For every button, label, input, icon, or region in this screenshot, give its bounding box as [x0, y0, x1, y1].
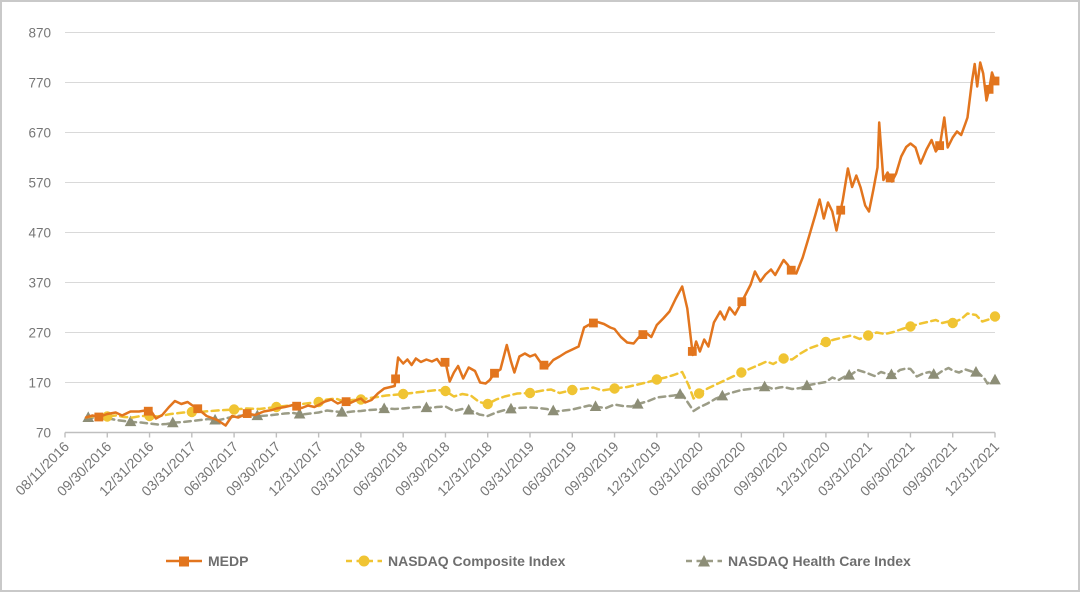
marker-circle — [862, 330, 874, 341]
marker-triangle — [378, 402, 390, 414]
marker-triangle — [716, 389, 729, 401]
legend-label-medp: MEDP — [208, 553, 249, 569]
marker-square — [885, 173, 895, 183]
marker-circle — [778, 353, 789, 364]
y-tick-label: 170 — [28, 376, 51, 391]
nasdaq-composite-line-marker-icon — [346, 555, 382, 567]
marker-triangle — [843, 368, 855, 380]
marker-square — [490, 368, 499, 378]
series-nasdaq-composite-index — [84, 311, 1001, 422]
legend-item-nasdaq-composite: NASDAQ Composite Index — [345, 549, 565, 573]
marker-square — [292, 401, 302, 411]
legend-marker-shape — [358, 555, 370, 567]
marker-square — [687, 347, 697, 356]
marker-square — [737, 297, 747, 307]
series-line — [84, 312, 997, 419]
marker-circle — [820, 336, 832, 348]
marker-square — [440, 357, 450, 367]
marker-circle — [651, 374, 663, 385]
y-tick-label: 870 — [28, 26, 51, 41]
marker-square — [638, 330, 648, 339]
y-tick-label: 570 — [28, 176, 51, 191]
y-tick-label: 270 — [28, 326, 51, 341]
marker-triangle — [293, 407, 306, 419]
marker-triangle — [989, 373, 1001, 385]
marker-triangle — [420, 401, 433, 413]
marker-square — [94, 412, 104, 422]
marker-square — [935, 141, 945, 151]
y-tick-label: 370 — [28, 276, 51, 291]
marker-triangle — [547, 404, 560, 416]
marker-triangle — [505, 402, 517, 414]
marker-square — [990, 76, 1000, 86]
marker-circle — [524, 387, 536, 399]
chart-legend: MEDP NASDAQ Composite Index NASDAQ Healt… — [2, 549, 1078, 579]
series-line — [84, 366, 997, 426]
nasdaq-health-care-line-marker-icon — [686, 555, 722, 567]
marker-triangle — [674, 388, 686, 399]
marker-circle — [567, 384, 578, 396]
marker-circle — [736, 367, 747, 378]
medp-line-marker-icon — [166, 556, 202, 567]
marker-circle — [609, 383, 620, 394]
y-tick-label: 70 — [36, 426, 51, 441]
legend-label-nasdaq-health-care: NASDAQ Health Care Index — [728, 553, 911, 569]
y-tick-label: 670 — [28, 126, 51, 141]
marker-triangle — [927, 368, 940, 379]
legend-marker-shape — [698, 555, 710, 567]
marker-circle — [228, 404, 240, 415]
marker-circle — [947, 317, 958, 329]
marker-square — [984, 84, 994, 94]
marker-triangle — [758, 380, 771, 392]
marker-triangle — [124, 415, 137, 427]
legend-marker-shape — [179, 556, 189, 567]
series-medp — [84, 61, 1000, 427]
marker-triangle — [336, 406, 348, 417]
y-tick-label: 770 — [28, 76, 51, 91]
marker-square — [539, 360, 549, 370]
marker-circle — [482, 398, 493, 410]
marker-triangle — [885, 368, 898, 380]
marker-triangle — [801, 379, 813, 391]
marker-triangle — [970, 365, 982, 377]
series-nasdaq-health-care-index — [82, 365, 1001, 428]
marker-square — [589, 318, 598, 328]
legend-item-nasdaq-health-care: NASDAQ Health Care Index — [685, 549, 911, 573]
y-tick-label: 470 — [28, 226, 51, 241]
marker-square — [836, 205, 846, 215]
marker-circle — [905, 321, 916, 332]
legend-item-medp: MEDP — [165, 549, 248, 573]
marker-square — [391, 374, 400, 384]
marker-triangle — [589, 400, 602, 412]
marker-circle — [397, 388, 409, 400]
marker-square — [786, 265, 796, 275]
marker-square — [242, 409, 252, 418]
marker-square — [143, 406, 153, 416]
marker-square — [341, 397, 351, 407]
marker-triangle — [462, 403, 475, 415]
marker-square — [193, 404, 203, 414]
marker-circle — [693, 388, 705, 399]
marker-triangle — [631, 398, 644, 409]
marker-circle — [989, 311, 1001, 322]
legend-label-nasdaq-composite: NASDAQ Composite Index — [388, 553, 566, 569]
marker-triangle — [166, 416, 179, 428]
marker-circle — [440, 385, 451, 397]
